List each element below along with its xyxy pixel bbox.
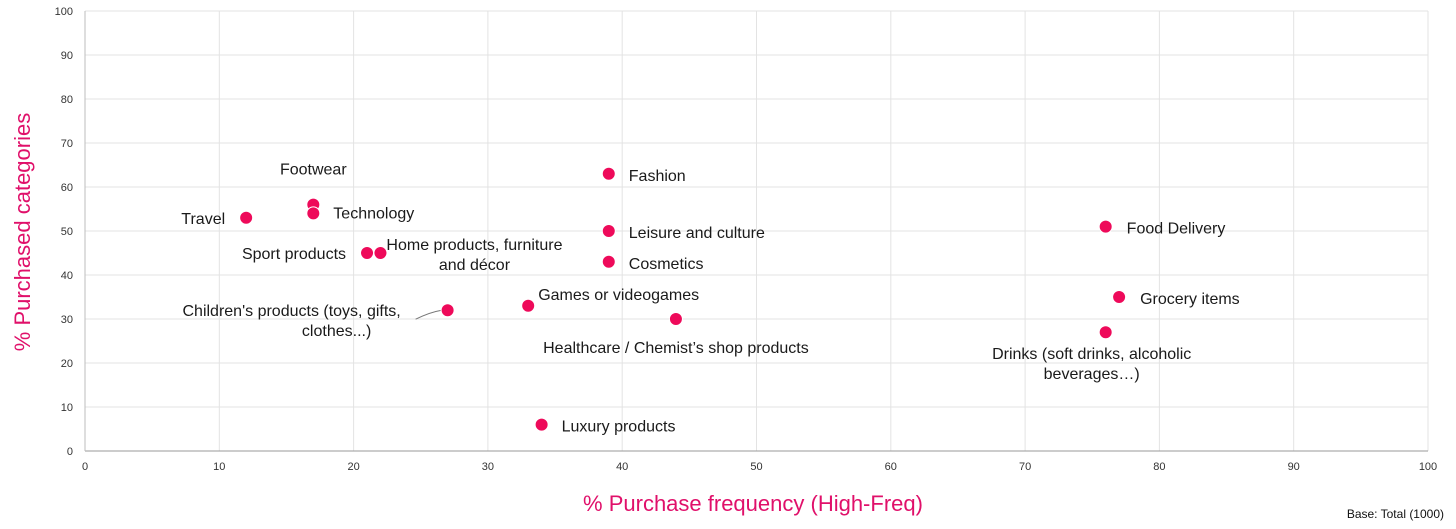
- data-point: [1098, 325, 1113, 340]
- data-point: [601, 254, 616, 269]
- point-label: Home products, furniture and décor: [386, 237, 562, 274]
- data-point: [601, 224, 616, 238]
- x-tick-label: 30: [482, 461, 494, 473]
- data-point: [668, 312, 683, 326]
- y-tick-label: 60: [61, 182, 73, 194]
- point-label: Travel: [181, 211, 225, 228]
- point-labels: Travel Footwear Technology Sport products Ho…: [181, 162, 1239, 436]
- point-label: Fashion: [629, 168, 686, 185]
- y-tick-label: 100: [55, 6, 73, 18]
- point-label: Luxury products: [562, 419, 676, 436]
- x-tick-label: 10: [213, 461, 225, 473]
- data-points: [239, 166, 1127, 432]
- point-label: Children's products (toys, gifts, clothes…: [182, 303, 400, 340]
- x-tick-label: 40: [616, 461, 628, 473]
- point-label: Healthcare / Chemist’s shop products: [543, 340, 809, 357]
- y-tick-label: 40: [61, 270, 73, 282]
- x-tick-label: 70: [1019, 461, 1031, 473]
- data-point: [1112, 290, 1127, 304]
- data-point: [360, 246, 375, 260]
- point-label: Cosmetics: [629, 256, 704, 273]
- point-label: Games or videogames: [538, 287, 699, 304]
- y-tick-label: 90: [61, 50, 73, 62]
- point-label: Food Delivery: [1127, 221, 1226, 238]
- data-point: [306, 206, 321, 221]
- x-tick-label: 90: [1288, 461, 1300, 473]
- y-tick-label: 30: [61, 314, 73, 326]
- y-tick-label: 20: [61, 358, 73, 370]
- y-tick-label: 0: [67, 446, 73, 458]
- axes: [84, 11, 1428, 452]
- x-tick-label: 50: [750, 461, 762, 473]
- y-tick-label: 80: [61, 94, 73, 106]
- x-tick-label: 60: [885, 461, 897, 473]
- y-tick-label: 10: [61, 402, 73, 414]
- data-point: [1098, 219, 1113, 234]
- data-point: [601, 166, 616, 181]
- label-connectors: [415, 309, 442, 320]
- label-connector: [415, 309, 442, 320]
- x-tick-label: 100: [1419, 461, 1437, 473]
- data-point: [239, 210, 254, 225]
- base-note: Base: Total (1000): [1346, 507, 1444, 521]
- data-point: [534, 417, 549, 432]
- point-label: Leisure and culture: [629, 225, 765, 242]
- point-label: Sport products: [242, 246, 346, 263]
- tick-labels: 0 10 20 30 40 50 60 70 80 90 100 0 10 20 30 40 50 60 70 80 9…: [55, 6, 1438, 473]
- point-label: Drinks (soft drinks, alcoholic beverages……: [992, 346, 1191, 383]
- y-tick-label: 70: [61, 138, 73, 150]
- data-point: [440, 303, 455, 318]
- point-label: Grocery items: [1140, 291, 1240, 308]
- x-tick-label: 80: [1153, 461, 1165, 473]
- x-axis-title: % Purchase frequency (High-Freq): [583, 491, 923, 516]
- data-point: [521, 298, 536, 313]
- data-point: [373, 246, 388, 260]
- x-tick-label: 20: [347, 461, 359, 473]
- x-tick-label: 0: [82, 461, 88, 473]
- point-label: Technology: [333, 205, 414, 222]
- point-label: Footwear: [280, 162, 347, 179]
- y-axis-title: % Purchased categories: [10, 113, 35, 351]
- y-tick-label: 50: [61, 226, 73, 238]
